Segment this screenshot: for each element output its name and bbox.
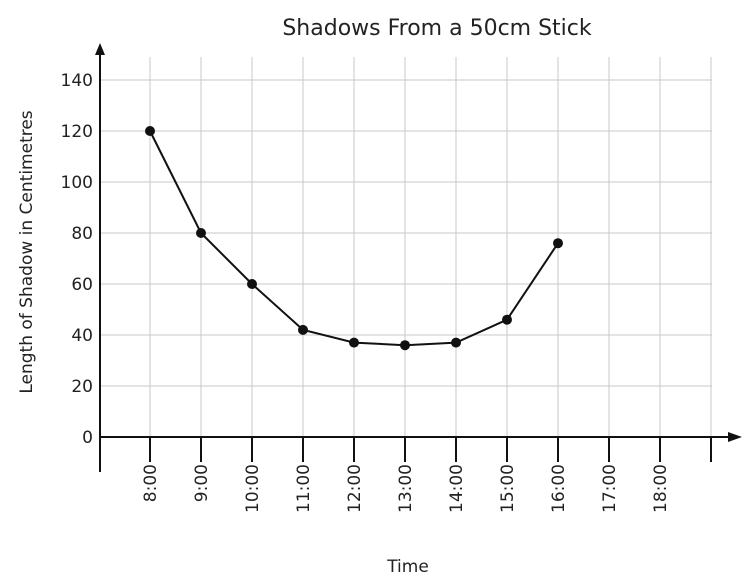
- y-axis-title: Length of Shadow in Centimetres: [17, 110, 37, 393]
- series: [145, 126, 563, 351]
- y-tick-label: 20: [71, 377, 93, 397]
- x-tick-label: 9:00: [192, 464, 212, 502]
- x-tick-label: 17:00: [600, 464, 620, 513]
- y-axis-arrow: [95, 43, 105, 55]
- grid: [100, 57, 712, 437]
- y-tick-label: 120: [61, 122, 93, 142]
- x-tick-label: 13:00: [396, 464, 416, 513]
- data-point: [247, 279, 257, 289]
- x-tick-label: 11:00: [294, 464, 314, 513]
- data-point: [400, 340, 410, 351]
- x-tick-label: 8:00: [141, 464, 161, 502]
- x-tick-label: 18:00: [651, 464, 671, 513]
- y-tick-label: 0: [82, 428, 93, 448]
- x-tick-labels: 8:00 9:00 10:00 11:00 12:00 13:00 14:00 15:00 16…: [141, 464, 671, 513]
- y-tick-label: 40: [71, 326, 93, 346]
- y-tick-label: 80: [71, 224, 93, 244]
- y-tick-label: 100: [61, 173, 93, 193]
- chart-title: Shadows From a 50cm Stick: [282, 16, 592, 41]
- data-point: [196, 228, 206, 238]
- x-tick-label: 12:00: [345, 464, 365, 513]
- x-tick-label: 10:00: [243, 464, 263, 513]
- axes: [95, 43, 742, 472]
- data-point: [451, 337, 461, 348]
- data-point: [502, 314, 512, 325]
- x-tick-label: 16:00: [549, 464, 569, 513]
- x-tick-label: 14:00: [447, 464, 467, 513]
- x-axis-title: Time: [386, 557, 429, 575]
- x-tick-label: 15:00: [498, 464, 518, 513]
- data-point: [298, 324, 308, 335]
- y-tick-labels: 0 20 40 60 80 100 120 140: [61, 71, 93, 448]
- y-tick-label: 60: [71, 275, 93, 295]
- data-point: [145, 126, 155, 136]
- y-tick-label: 140: [61, 71, 93, 91]
- x-axis-arrow: [728, 432, 742, 442]
- data-point: [553, 238, 563, 249]
- data-point: [349, 337, 359, 348]
